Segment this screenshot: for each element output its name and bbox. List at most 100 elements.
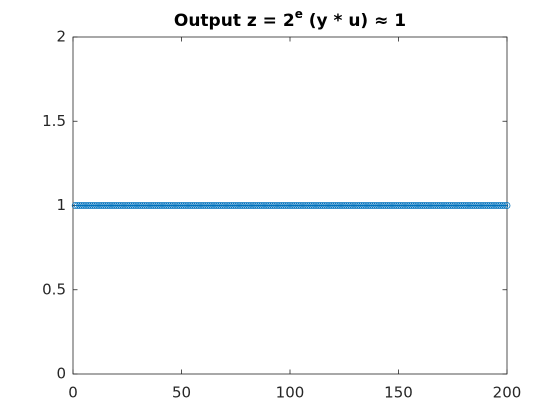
marker — [113, 202, 120, 209]
y-tick-label: 1.5 — [42, 112, 66, 130]
marker — [93, 202, 101, 209]
marker — [284, 202, 292, 209]
marker — [353, 202, 361, 209]
marker — [297, 202, 305, 209]
marker — [210, 202, 218, 209]
marker — [436, 202, 444, 209]
marker — [99, 202, 107, 209]
marker — [475, 202, 483, 209]
marker — [225, 202, 233, 209]
marker — [214, 202, 222, 209]
marker — [440, 202, 448, 209]
marker — [117, 202, 125, 209]
marker — [314, 202, 322, 209]
marker — [212, 202, 220, 209]
marker — [106, 202, 114, 209]
marker — [277, 202, 285, 209]
marker — [290, 202, 298, 209]
marker — [286, 202, 294, 209]
marker — [397, 202, 405, 209]
marker — [455, 202, 463, 209]
marker — [390, 202, 398, 209]
marker — [128, 202, 135, 209]
marker — [186, 202, 194, 209]
x-tick-label: 150 — [384, 384, 413, 402]
marker — [293, 202, 300, 209]
marker — [108, 202, 116, 209]
marker — [232, 202, 240, 209]
marker — [230, 202, 237, 209]
marker — [371, 202, 379, 209]
marker — [123, 202, 131, 209]
marker — [497, 202, 504, 209]
marker — [358, 202, 366, 209]
marker — [110, 202, 118, 209]
marker — [379, 202, 387, 209]
marker — [490, 202, 498, 209]
marker — [201, 202, 209, 209]
marker — [149, 202, 157, 209]
marker — [102, 202, 109, 209]
marker — [260, 202, 268, 209]
marker — [301, 202, 309, 209]
marker — [366, 202, 374, 209]
marker — [338, 202, 346, 209]
marker — [447, 202, 454, 209]
marker — [395, 202, 402, 209]
marker — [143, 202, 151, 209]
marker — [343, 202, 350, 209]
marker — [321, 202, 329, 209]
marker — [73, 202, 81, 209]
marker — [356, 202, 363, 209]
x-tick-label: 50 — [172, 384, 191, 402]
marker — [401, 202, 409, 209]
marker — [312, 202, 320, 209]
marker — [258, 202, 266, 209]
marker — [416, 202, 424, 209]
marker — [204, 202, 211, 209]
x-tick-label: 0 — [68, 384, 78, 402]
marker — [119, 202, 127, 209]
marker — [484, 202, 491, 209]
marker — [445, 202, 452, 209]
marker — [423, 202, 431, 209]
marker — [126, 202, 133, 209]
marker — [336, 202, 344, 209]
marker — [132, 202, 140, 209]
marker — [221, 202, 229, 209]
marker — [492, 202, 500, 209]
marker — [345, 202, 352, 209]
title-superscript: e — [295, 7, 303, 21]
x-tick-label: 200 — [493, 384, 522, 402]
marker — [208, 202, 216, 209]
marker — [184, 202, 192, 209]
x-tick-label: 100 — [276, 384, 305, 402]
marker — [460, 202, 468, 209]
marker — [121, 202, 129, 209]
marker — [479, 202, 487, 209]
marker — [245, 202, 253, 209]
marker — [136, 202, 144, 209]
marker — [362, 202, 370, 209]
title-part: Output z = 2 — [174, 11, 295, 31]
marker — [71, 202, 79, 209]
marker — [473, 202, 481, 209]
marker — [130, 202, 138, 209]
marker — [173, 202, 181, 209]
marker — [243, 202, 251, 209]
marker — [464, 202, 472, 209]
marker — [453, 202, 461, 209]
marker — [134, 202, 142, 209]
marker — [78, 202, 86, 209]
marker — [152, 202, 159, 209]
marker — [310, 202, 318, 209]
marker — [228, 202, 235, 209]
marker — [115, 202, 122, 209]
marker — [156, 202, 164, 209]
marker — [282, 202, 290, 209]
marker — [165, 202, 172, 209]
marker — [405, 202, 413, 209]
marker — [236, 202, 244, 209]
y-tick-label: 1 — [56, 196, 66, 214]
marker — [247, 202, 255, 209]
